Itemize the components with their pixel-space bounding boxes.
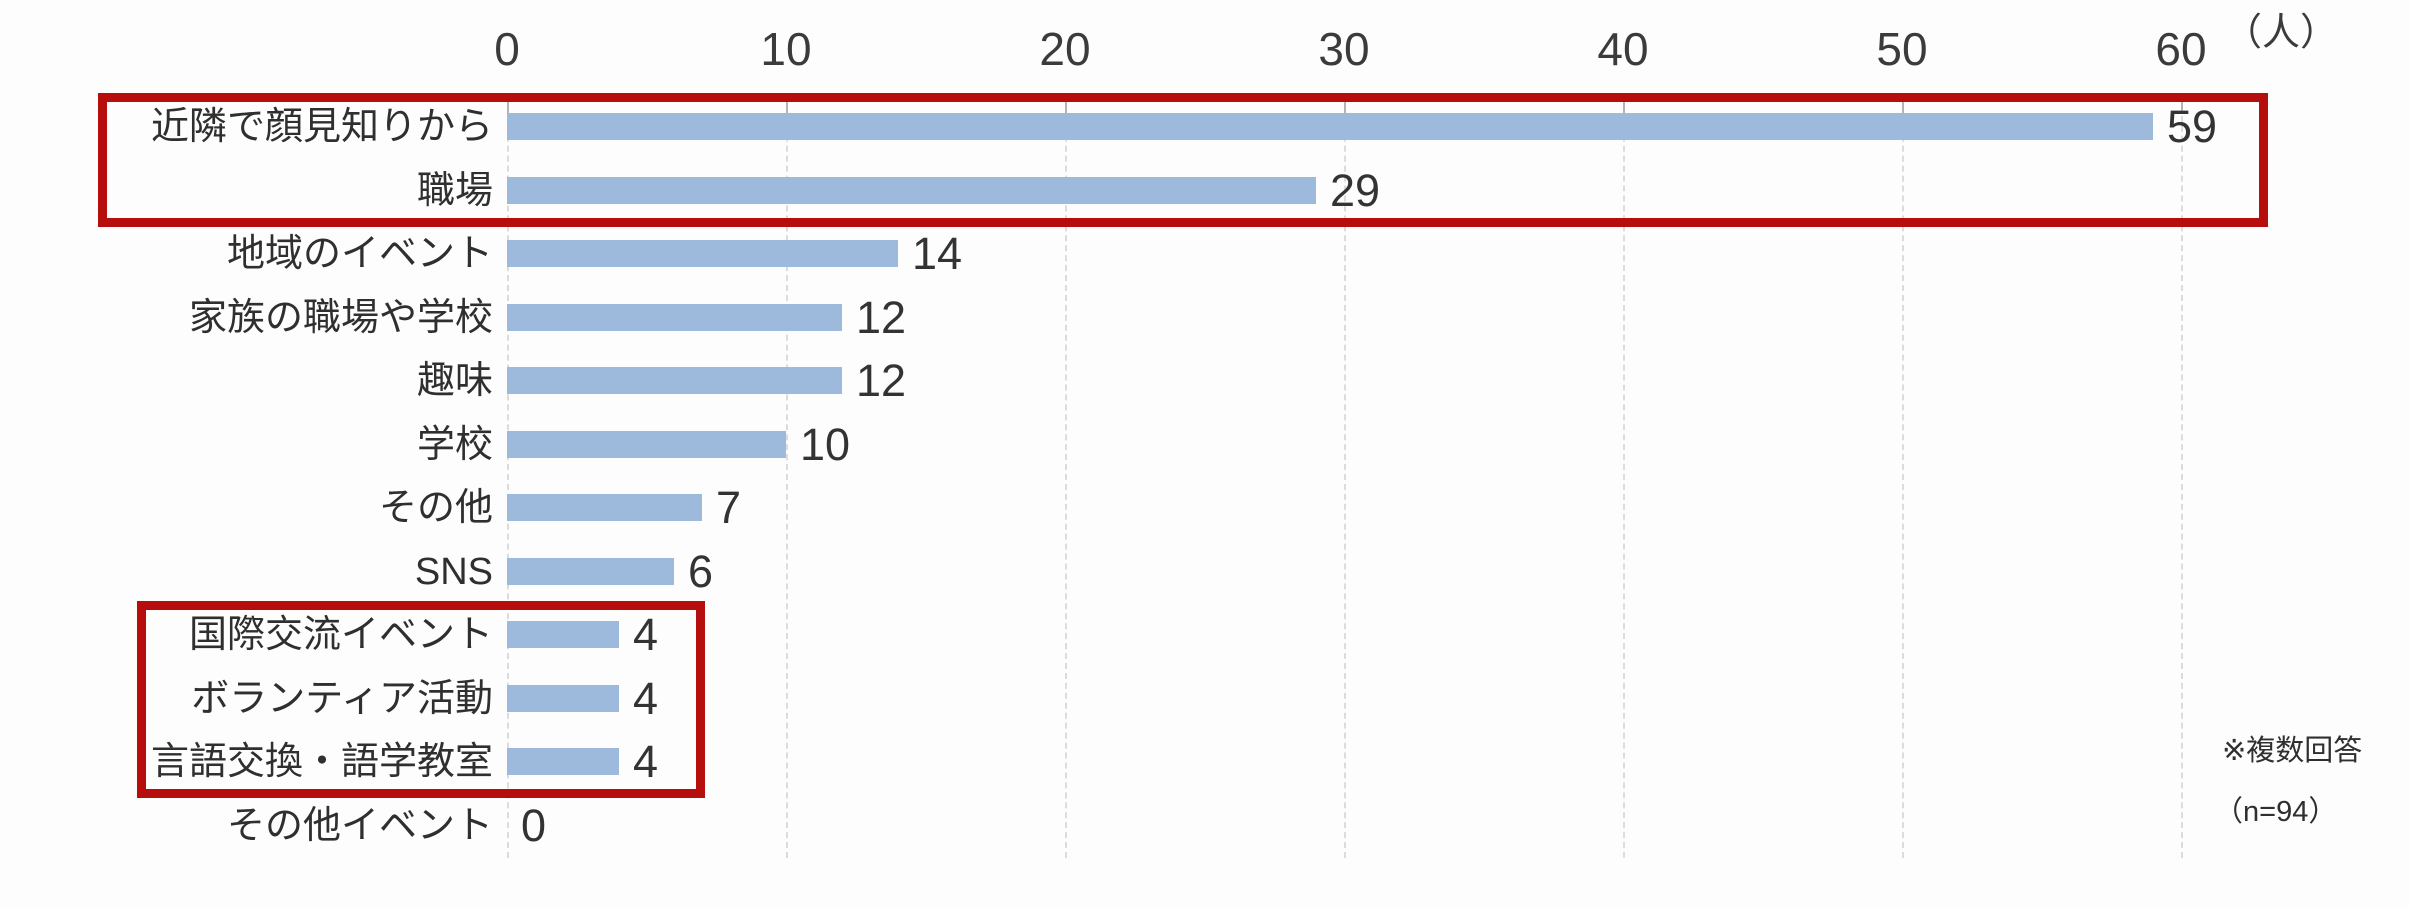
value-label: 0 (521, 799, 547, 851)
gridline-x-40 (1623, 96, 1625, 858)
axis-tickmark-0 (507, 96, 509, 114)
bar (507, 113, 2153, 140)
note-multiple-answers: ※複数回答 (2222, 735, 2363, 767)
gridline-x-60 (2181, 96, 2183, 858)
axis-tick-label-50: 50 (1876, 23, 1928, 75)
gridline-x-0 (507, 96, 509, 858)
bar (507, 367, 842, 394)
bar (507, 748, 619, 775)
category-label: 趣味 (416, 360, 493, 402)
axis-tickmark-20 (1065, 96, 1067, 114)
bar (507, 176, 1316, 204)
value-label: 29 (1330, 164, 1381, 216)
gridline-x-10 (786, 96, 788, 858)
category-label: 家族の職場や学校 (188, 296, 493, 339)
value-label: 7 (716, 482, 742, 533)
axis-tickmark-60 (2181, 96, 2183, 114)
gridline-x-20 (1065, 96, 1067, 858)
highlight-box-event-based-sources (137, 601, 705, 798)
axis-tickmark-10 (786, 96, 788, 114)
category-label: SNS (414, 550, 493, 593)
axis-unit-label: （人） (2224, 12, 2339, 54)
axis-tick-label-20: 20 (1039, 23, 1091, 75)
axis-tick-label-0: 0 (494, 23, 520, 75)
axis-tick-label-10: 10 (760, 23, 812, 75)
category-label: 言語交換・語学教室 (150, 741, 493, 783)
value-label: 4 (633, 672, 659, 724)
value-label: 10 (800, 418, 851, 470)
category-label: 学校 (416, 423, 493, 466)
bar (507, 303, 842, 331)
bar (507, 684, 619, 712)
highlight-box-top-two-sources (98, 93, 2268, 227)
bar (507, 557, 674, 585)
value-label: 6 (688, 545, 714, 597)
bar (507, 494, 702, 521)
axis-tickmark-30 (1344, 96, 1346, 114)
value-label: 12 (856, 355, 907, 406)
value-label: 4 (633, 736, 659, 787)
axis-tick-label-30: 30 (1318, 23, 1370, 75)
axis-tickmark-50 (1902, 96, 1904, 114)
axis-tick-label-60: 60 (2155, 23, 2207, 75)
category-label: その他 (378, 487, 493, 529)
note-sample-size: （n=94） (2214, 796, 2338, 828)
category-label: 職場 (416, 169, 493, 212)
category-label: 地域のイベント (226, 233, 493, 275)
category-label: 国際交流イベント (188, 614, 493, 656)
category-label: 近隣で顔見知りから (150, 106, 493, 148)
category-label: その他イベント (226, 804, 493, 847)
bar (507, 621, 619, 648)
value-label: 4 (633, 609, 659, 660)
bar (507, 240, 898, 267)
gridline-x-50 (1902, 96, 1904, 858)
value-label: 59 (2167, 101, 2218, 152)
value-label: 14 (912, 228, 963, 279)
axis-tick-label-40: 40 (1597, 23, 1649, 75)
axis-tickmark-40 (1623, 96, 1625, 114)
bar (507, 430, 786, 458)
gridline-x-30 (1344, 96, 1346, 858)
value-label: 12 (856, 291, 907, 343)
category-label: ボランティア活動 (191, 677, 493, 720)
